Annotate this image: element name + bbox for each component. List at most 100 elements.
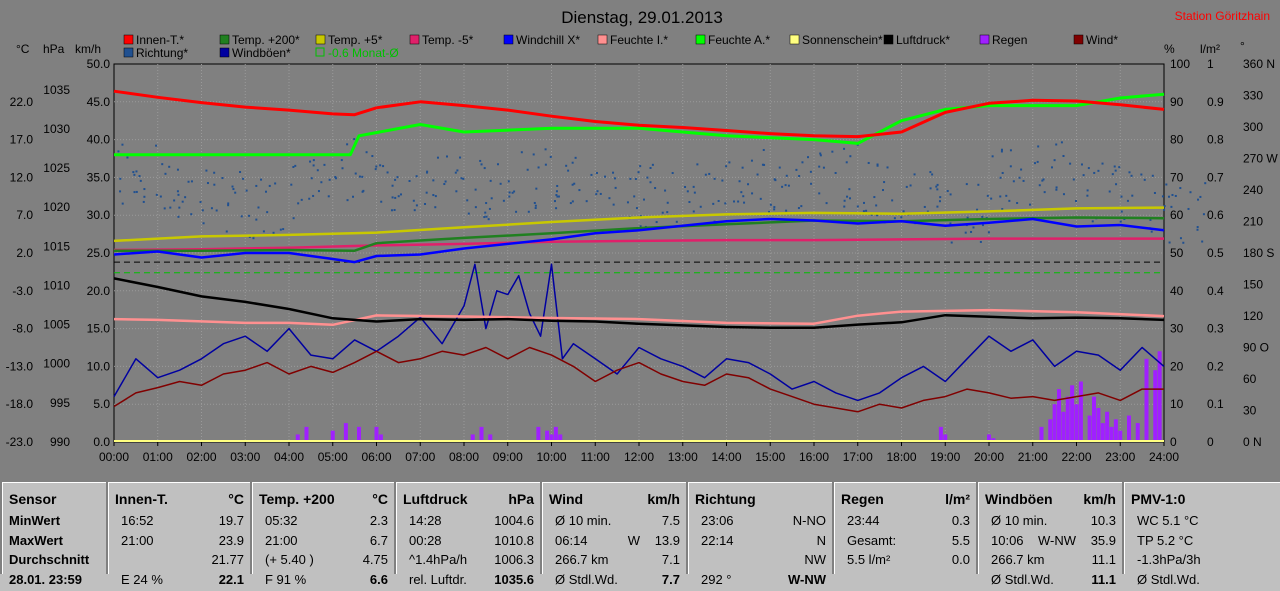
panel-row: Ø Stdl.Wd. — [1131, 572, 1274, 591]
direction-point — [213, 183, 216, 186]
direction-point — [434, 195, 437, 198]
direction-point — [155, 144, 158, 147]
panel-row: -1.3hPa/3h — [1131, 552, 1274, 571]
direction-point — [1012, 180, 1015, 183]
tick-label-lm2: 0.2 — [1207, 359, 1224, 373]
legend-label: Feuchte I.* — [610, 33, 668, 47]
direction-point — [1120, 210, 1123, 213]
tick-label-lm2: 1 — [1207, 57, 1214, 71]
direction-point — [612, 171, 615, 174]
rain-bar — [343, 423, 348, 442]
direction-point — [936, 188, 939, 191]
direction-point — [913, 173, 916, 176]
rain-bar — [1061, 411, 1066, 442]
panel-header: Sensor — [9, 491, 100, 510]
direction-point — [483, 216, 486, 219]
direction-point — [849, 155, 852, 158]
direction-point — [215, 209, 218, 212]
direction-point — [825, 202, 828, 205]
direction-point — [139, 179, 142, 182]
direction-point — [1140, 173, 1143, 176]
direction-point — [1060, 141, 1063, 144]
legend-swatch — [789, 34, 800, 45]
cell-label: 23:06 — [701, 513, 734, 528]
direction-point — [479, 159, 482, 162]
direction-point — [1009, 149, 1012, 152]
direction-point — [991, 155, 994, 158]
direction-point — [292, 217, 295, 220]
panel-header: Richtung — [695, 491, 826, 510]
panel-unit: km/h — [1083, 491, 1116, 507]
direction-point — [365, 151, 368, 154]
direction-point — [308, 197, 311, 200]
tick-label-lm2: 0.1 — [1207, 397, 1224, 411]
direction-point — [809, 170, 812, 173]
direction-point — [936, 205, 939, 208]
cell-label: -1.3hPa/3h — [1137, 552, 1201, 567]
direction-point — [785, 174, 788, 177]
direction-point — [262, 230, 265, 233]
cell-value: 10.3 — [1090, 513, 1116, 528]
tick-label-hpa: 1035 — [43, 83, 70, 97]
panel-row: MaxWert — [9, 533, 100, 552]
direction-point — [732, 200, 735, 203]
direction-point — [819, 152, 822, 155]
direction-point — [121, 202, 124, 205]
direction-point — [666, 201, 669, 204]
direction-point — [555, 190, 558, 193]
direction-point — [797, 207, 800, 210]
legend-swatch — [695, 34, 706, 45]
tick-label-time: 14:00 — [711, 450, 741, 464]
direction-point — [268, 184, 271, 187]
series-line — [113, 263, 1165, 402]
direction-point — [846, 195, 849, 198]
direction-point — [489, 179, 492, 182]
tick-label-time: 24:00 — [1149, 450, 1179, 464]
cell-label: 16:52 — [121, 513, 154, 528]
tick-label-celsius: -23.0 — [6, 435, 34, 449]
direction-point — [862, 210, 865, 213]
tick-label-time: 07:00 — [405, 450, 435, 464]
tick-label-percent: 40 — [1170, 284, 1184, 298]
direction-point — [795, 168, 798, 171]
legend-swatch — [409, 34, 420, 45]
direction-point — [168, 165, 171, 168]
direction-point — [234, 191, 237, 194]
axis-label-celsius: °C — [16, 42, 30, 56]
direction-point — [415, 175, 418, 178]
direction-point — [534, 207, 537, 210]
direction-point — [590, 173, 593, 176]
legend-swatch — [597, 34, 608, 45]
direction-point — [1005, 194, 1008, 197]
rain-bar — [1087, 415, 1092, 442]
direction-point — [1163, 208, 1166, 211]
direction-point — [316, 169, 319, 172]
direction-point — [374, 168, 377, 171]
cell-label: MaxWert — [9, 532, 63, 548]
direction-point — [596, 190, 599, 193]
direction-point — [1120, 195, 1123, 198]
direction-point — [117, 150, 120, 153]
direction-point — [1202, 213, 1205, 216]
cell-label: 22:14 — [701, 532, 734, 548]
direction-point — [981, 224, 984, 227]
tick-label-kmh: 25.0 — [87, 246, 111, 260]
direction-point — [309, 160, 312, 163]
direction-point — [394, 178, 397, 181]
cell-label: ^1.4hPa/h — [409, 552, 468, 567]
cell-value: 11.1 — [1091, 552, 1116, 567]
rain-bar — [558, 434, 563, 442]
direction-point — [798, 174, 801, 177]
tick-label-kmh: 35.0 — [87, 170, 111, 184]
direction-point — [205, 169, 208, 172]
rain-bar — [1078, 381, 1083, 442]
direction-point — [527, 210, 530, 213]
tick-label-time: 18:00 — [886, 450, 916, 464]
direction-point — [1062, 193, 1065, 196]
direction-point — [294, 164, 297, 167]
direction-point — [312, 159, 315, 162]
legend-label: Temp. +5* — [328, 33, 383, 47]
chart-area: Dienstag, 29.01.2013 Station Göritzhain … — [0, 0, 1280, 478]
rain-bar — [374, 426, 379, 442]
direction-point — [599, 192, 602, 195]
